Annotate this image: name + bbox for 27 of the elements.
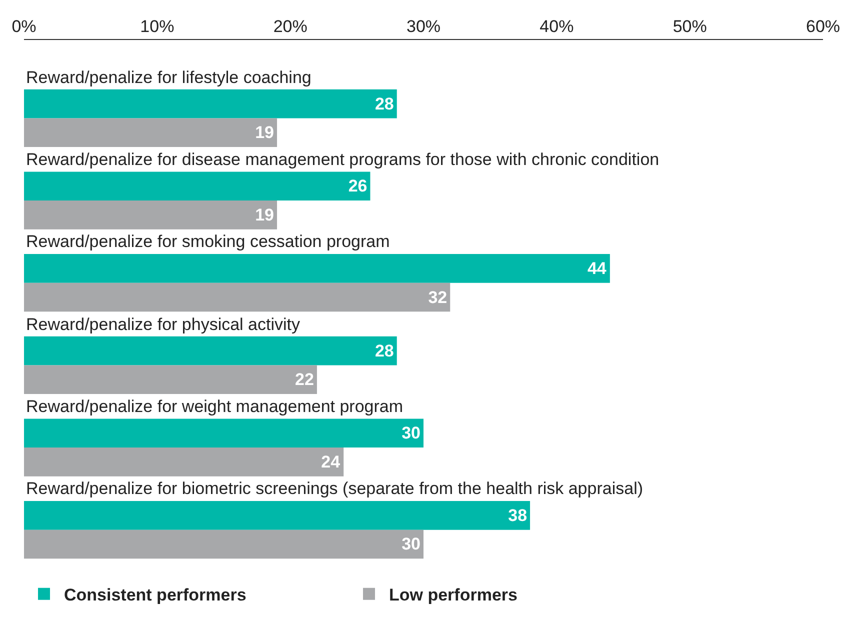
x-tick-label: 30% [406, 17, 441, 36]
data-label: 30 [402, 534, 420, 554]
data-label: 44 [587, 258, 607, 278]
data-label: 22 [295, 370, 314, 390]
data-label: 28 [374, 341, 394, 360]
x-tick-label: 60% [806, 17, 840, 36]
x-tick-label: 50% [672, 17, 707, 36]
y-tick-label: Reward/penalize for biometric screenings (separate from the health risk appraisal) [26, 479, 644, 498]
data-label: 19 [255, 123, 274, 142]
data-label: 24 [321, 452, 341, 472]
data-label: 38 [508, 506, 528, 525]
data-label: 32 [428, 288, 448, 307]
y-tick-label: Reward/penalize for physical activity [26, 315, 301, 334]
x-tick-label: 0% [12, 17, 36, 36]
x-tick-label: 40% [540, 17, 574, 36]
y-tick-label: Reward/penalize for lifestyle coaching [26, 68, 312, 87]
y-tick-label: Reward/penalize for weight management program [26, 397, 404, 416]
x-tick-label: 20% [273, 17, 308, 36]
data-label: 26 [348, 176, 368, 196]
data-label: 30 [402, 424, 420, 443]
legend-label: Low performers [389, 585, 518, 604]
y-tick-label: Reward/penalize for disease management programs for those with chronic condition [26, 150, 660, 169]
y-tick-label: Reward/penalize for smoking cessation program [26, 232, 390, 251]
legend-label: Consistent performers [64, 585, 246, 604]
x-tick-label: 10% [140, 17, 174, 36]
data-label: 28 [374, 94, 394, 114]
data-label: 19 [255, 205, 274, 224]
